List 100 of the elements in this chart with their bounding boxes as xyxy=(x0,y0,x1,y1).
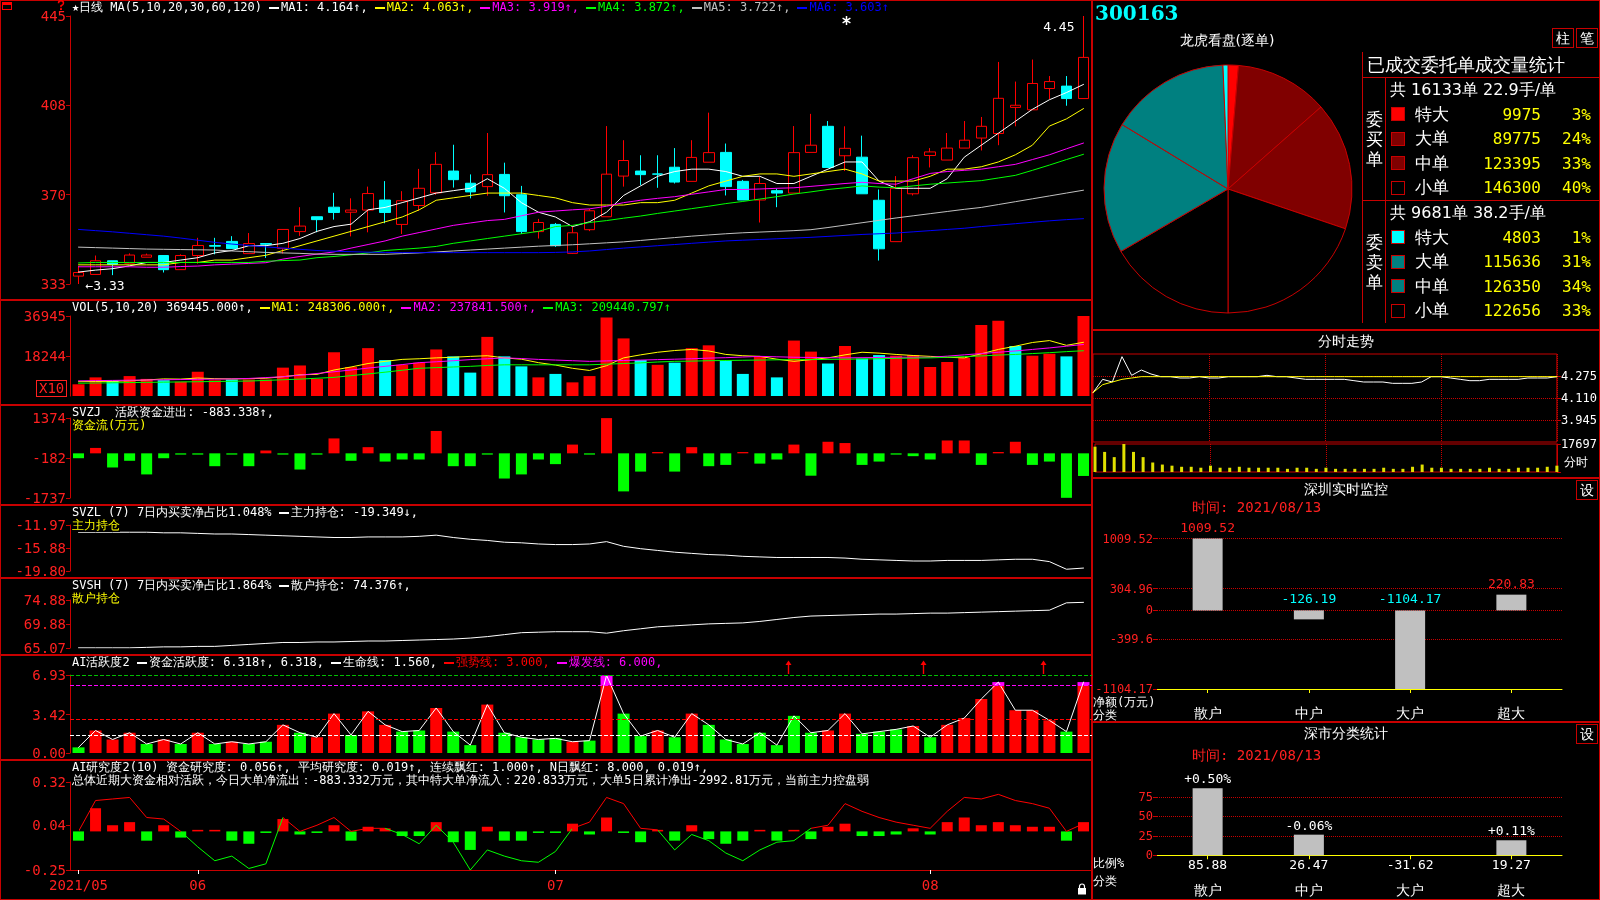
text: 资金研究度: 0.056↑, xyxy=(165,760,291,774)
chart-title: VOL(5,10,20) 369445.000↑, xyxy=(72,300,253,314)
y-tick-label: 304.96 xyxy=(1109,581,1153,596)
legend-label: MA3: 3.919↑, xyxy=(492,0,580,14)
y-tick-label: 1009.52 xyxy=(1102,531,1153,546)
data-label: 9975 xyxy=(1501,104,1541,124)
y-axis-title: X10 xyxy=(36,380,68,397)
data-label: 19.27 xyxy=(1491,856,1531,872)
data-label: -1104.17 xyxy=(1378,591,1442,607)
annotation: ←3.33 xyxy=(85,277,125,293)
x-axis-title: 分类 xyxy=(1093,874,1117,888)
x-tick-label: 2021/05 xyxy=(49,877,109,893)
text: -31.62 xyxy=(1386,856,1434,872)
y-tick-label: 6.93 xyxy=(32,667,66,683)
text: N日飘红: 8.000, xyxy=(549,760,651,774)
legend-label: MA1: 4.164↑, xyxy=(280,0,368,14)
annotation: -0.06% xyxy=(1285,817,1333,833)
annotation: 总体近期大资金相对活跃，今日大单净流出：-883.332万元，其中特大单净流入：220.833万元，大单5日累计净出-2992.81万元，当前主力控盘弱 xyxy=(72,773,870,787)
chart-title: SVZJ 活跃资金进出: -883.338↑, xyxy=(72,405,275,419)
y-tick-label: 3.42 xyxy=(32,706,66,723)
data-label: 115636 xyxy=(1482,252,1541,272)
x-tick-label: 大户 xyxy=(1396,705,1425,721)
data-label: 146300 xyxy=(1482,178,1541,198)
y-tick-label: 18244 xyxy=(23,348,66,365)
x-tick-label: 07 xyxy=(547,877,564,893)
x-tick-label: 大户 xyxy=(1396,882,1425,899)
text: 6.318, xyxy=(280,655,325,669)
y-axis-title: 净额(万元) xyxy=(1093,695,1156,709)
text: 40% xyxy=(1561,178,1591,198)
data-label: 4803 xyxy=(1501,227,1541,247)
legend-label: MA3: 209440.797↑ xyxy=(555,300,671,314)
legend-label: 资金活跃度: 6.318↑, xyxy=(148,655,274,669)
y-tick-label: 50 xyxy=(1138,809,1153,824)
text: 3% xyxy=(1570,104,1591,124)
text: 委卖单 xyxy=(1365,232,1383,292)
text: 共 16133单 22.9手/单 xyxy=(1389,79,1558,101)
chart-title: AI研究度2(10) xyxy=(72,760,159,774)
data-label: 220.83 xyxy=(1487,575,1535,591)
text: 34% xyxy=(1561,276,1591,296)
chart-subtitle: 主力持仓 xyxy=(72,518,120,532)
legend-label: 特大 xyxy=(1415,102,1450,126)
legend-label: MA2: 237841.500↑, xyxy=(413,300,537,314)
legend-label: 爆发线: 6.000, xyxy=(568,655,663,669)
data-label: 126350 xyxy=(1482,276,1541,296)
y-tick-label: 4.110 xyxy=(1560,391,1597,405)
chart-title: 分时走势 xyxy=(1317,333,1375,349)
chart-title: 300163 xyxy=(1095,1,1179,25)
text: 共 9681单 38.2手/单 xyxy=(1389,202,1547,224)
chart-subtitle: 龙虎看盘(逐单) xyxy=(1178,32,1276,48)
y-tick-label: -399.6 xyxy=(1109,631,1153,646)
y-tick-label: -19.80 xyxy=(15,563,66,579)
x-tick-label: 08 xyxy=(921,877,939,893)
text: 委买单 xyxy=(1365,109,1383,169)
y-tick-label: 69.88 xyxy=(23,616,66,633)
y2-tick-label: 17697 xyxy=(1560,437,1597,451)
legend-label: 主力持仓: -19.349↓, xyxy=(290,505,419,519)
legend-label: 特大 xyxy=(1415,225,1450,249)
x-axis-title: 分类 xyxy=(1093,708,1117,722)
y-tick-label: 0 xyxy=(1145,848,1153,863)
button: 设 xyxy=(1576,724,1598,744)
chart-title: ★日线 xyxy=(72,0,104,14)
legend-title: MA(5,10,20,30,60,120) xyxy=(110,0,262,14)
chart-subtitle: 时间: 2021/08/13 xyxy=(1192,499,1322,515)
button: 柱 xyxy=(1552,28,1574,48)
x-tick-label: 超大 xyxy=(1497,705,1526,721)
chart-title: 深圳实时监控 xyxy=(1304,481,1388,497)
x-tick-label: 散户 xyxy=(1193,705,1222,721)
legend-label: 生命线: 1.560, xyxy=(343,655,437,669)
y-tick-label: 1374 xyxy=(32,410,66,426)
y-tick-label: 74.88 xyxy=(23,592,66,608)
data-label: 85.88 xyxy=(1188,856,1228,872)
y-tick-label: -182 xyxy=(32,450,66,467)
y-tick-label: -0.25 xyxy=(23,862,66,878)
legend-label: 中单 xyxy=(1415,151,1450,175)
text: 连续飘红: 1.000↑, xyxy=(429,760,543,774)
y-tick-label: 333 xyxy=(40,276,66,292)
y-tick-label: 0.32 xyxy=(32,774,66,790)
text: 1% xyxy=(1570,227,1591,247)
y-tick-label: -11.97 xyxy=(15,517,66,533)
legend-label: 大单 xyxy=(1415,250,1450,274)
y-tick-label: 65.07 xyxy=(23,640,66,656)
text: 33% xyxy=(1561,153,1591,173)
y-tick-label: 0.00 xyxy=(32,745,66,761)
y-tick-label: 0 xyxy=(1145,603,1153,618)
legend-label: 大单 xyxy=(1415,127,1450,151)
y-tick-label: 370 xyxy=(40,186,66,203)
data-label: 26.47 xyxy=(1289,856,1329,872)
x-tick-label: 超大 xyxy=(1497,882,1526,899)
annotation: 4.45 xyxy=(1043,19,1075,34)
legend-label: MA4: 3.872↑, xyxy=(598,0,685,14)
text: 0.019↑, xyxy=(657,760,709,774)
chart-subtitle: 资金流(万元) xyxy=(72,418,147,432)
y-tick-label: -15.88 xyxy=(15,539,66,556)
legend-label: MA6: 3.603↑ xyxy=(809,0,889,14)
y-tick-label: 445 xyxy=(40,8,66,24)
text: 平均研究度: 0.019↑, xyxy=(297,760,423,774)
text: 24% xyxy=(1561,129,1591,149)
annotation: +0.11% xyxy=(1487,823,1536,839)
legend-label: 中单 xyxy=(1415,274,1450,298)
data-label: 123395 xyxy=(1482,153,1541,173)
